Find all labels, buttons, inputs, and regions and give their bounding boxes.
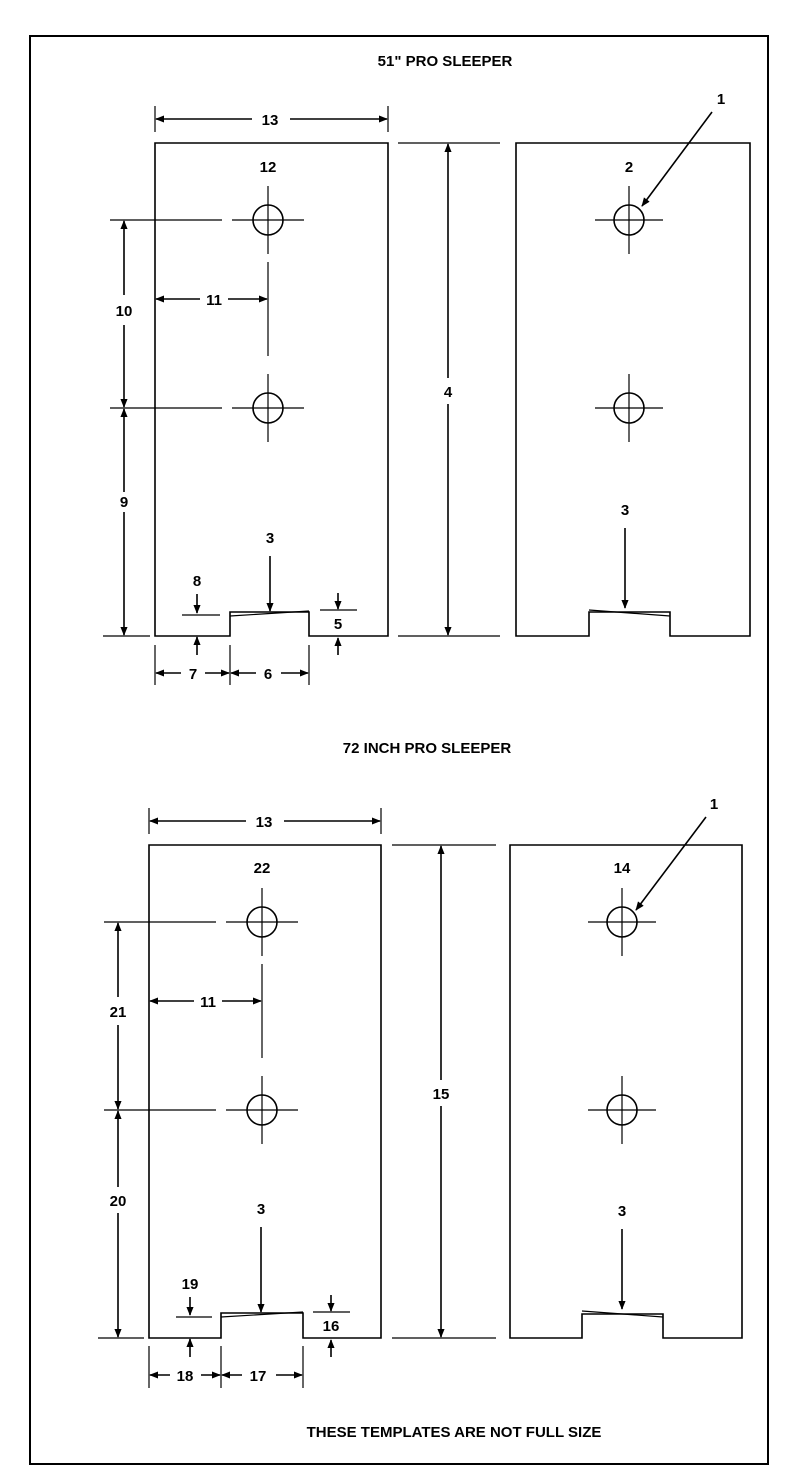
dimension-label-left-step: 19 [182,1276,199,1293]
label-hole-callout: 1 [710,796,718,813]
dimension-label-bottom-hole: 9 [120,494,128,511]
left-top-hole [226,888,298,956]
dimension-label-right-step: 5 [334,616,342,633]
dimension-label-hole-offset: 11 [200,994,216,1011]
dimension-label-left-gap: 7 [189,666,197,683]
dimension-label-bottom-hole: 20 [110,1193,127,1210]
section-title: 51" PRO SLEEPER [378,53,513,70]
right-top-hole [595,186,663,254]
dimension-label-hole-spacing: 10 [116,303,133,320]
label-hole-callout: 1 [717,91,725,108]
right-template-outline [509,844,743,1339]
label-top-hole: 22 [254,860,271,877]
footer-note: THESE TEMPLATES ARE NOT FULL SIZE [307,1424,602,1441]
dimension-label-left-gap: 18 [177,1368,194,1385]
dimension-label-width: 13 [256,814,273,831]
dimension-label-hole-spacing: 21 [110,1004,127,1021]
left-bottom-hole [226,1076,298,1144]
left-top-hole [232,186,304,254]
section-title: 72 INCH PRO SLEEPER [343,740,512,757]
label-top-hole: 12 [260,159,277,176]
left-template-outline [154,142,389,637]
dimension-label-notch-width: 6 [264,666,272,683]
dimension-label-hole-offset: 11 [206,292,222,309]
right-template-outline [515,142,751,637]
dimension-label-notch-width: 17 [250,1368,267,1385]
label-right-top-hole: 2 [625,159,633,176]
label-right-notch: 3 [618,1203,626,1220]
section-51-pro-sleeper: 51" PRO SLEEPER 13 12 [103,53,751,685]
dimension-label-left-step: 8 [193,573,201,590]
left-bottom-hole [232,374,304,442]
dimension-label-right-step: 16 [323,1318,340,1335]
right-bottom-hole [588,1076,656,1144]
label-notch: 3 [266,530,274,547]
right-bottom-hole [595,374,663,442]
label-right-notch: 3 [621,502,629,519]
dimension-label-length: 4 [444,384,453,401]
left-template-outline [148,844,382,1339]
dimension-label-width: 13 [262,112,279,129]
label-notch: 3 [257,1201,265,1218]
right-top-hole [588,888,656,956]
section-72-pro-sleeper: 72 INCH PRO SLEEPER 13 22 21 [98,740,743,1388]
page-border [29,35,769,1465]
label-right-top-hole: 14 [614,860,631,877]
dimension-label-length: 15 [433,1086,450,1103]
